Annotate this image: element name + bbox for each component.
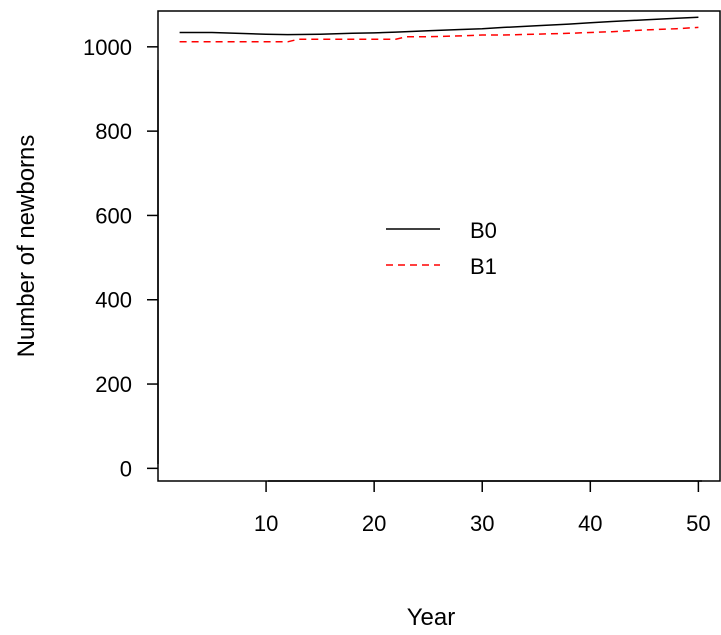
series-layer xyxy=(179,16,699,43)
y-tick-label: 600 xyxy=(95,203,132,228)
y-ticks: 0 200 400 600 800 1000 xyxy=(83,35,158,481)
series-line-b1 xyxy=(179,26,699,43)
x-axis-label: Year xyxy=(407,604,456,631)
legend: B0 B1 xyxy=(386,218,497,279)
plot-area-box xyxy=(157,10,721,482)
series-line-b0 xyxy=(179,16,699,36)
x-tick-label: 10 xyxy=(254,511,278,536)
x-tick-label: 40 xyxy=(578,511,602,536)
y-tick-label: 0 xyxy=(120,456,132,481)
x-tick-label: 50 xyxy=(686,511,710,536)
y-tick-label: 400 xyxy=(95,288,132,313)
y-tick-label: 800 xyxy=(95,119,132,144)
x-ticks: 10 20 30 40 50 xyxy=(254,481,711,536)
y-tick-label: 1000 xyxy=(83,35,132,60)
y-tick-label: 200 xyxy=(95,372,132,397)
x-tick-label: 20 xyxy=(362,511,386,536)
x-tick-label: 30 xyxy=(470,511,494,536)
legend-label-b0: B0 xyxy=(470,218,497,243)
y-axis-label: Number of newborns xyxy=(13,135,40,358)
legend-label-b1: B1 xyxy=(470,254,497,279)
